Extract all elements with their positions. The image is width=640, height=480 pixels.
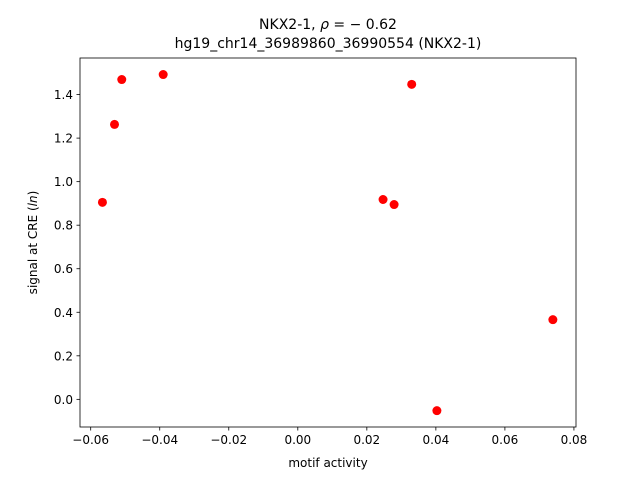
x-axis-label: motif activity: [288, 456, 367, 470]
x-tick-label: −0.06: [72, 433, 109, 447]
scatter-point: [117, 75, 127, 85]
x-tick-label: 0.02: [353, 433, 380, 447]
y-tick-label: 0.2: [54, 349, 73, 363]
scatter-point: [110, 119, 120, 129]
scatter-point: [407, 79, 417, 89]
scatter-point: [158, 70, 168, 80]
x-tick-label: −0.02: [210, 433, 247, 447]
data-points: [97, 70, 558, 416]
plot-frame: [79, 57, 577, 428]
x-tick-label: −0.04: [141, 433, 178, 447]
y-tick-label: 0.4: [54, 306, 73, 320]
x-tick-label: 0.08: [561, 433, 588, 447]
y-tick-label: 0.8: [54, 219, 73, 233]
scatter-point: [378, 195, 388, 205]
y-tick-label: 0.6: [54, 262, 73, 276]
scatter-point: [548, 315, 558, 325]
y-tick-label: 0.0: [54, 393, 73, 407]
y-tick-label: 1.2: [54, 132, 73, 146]
y-axis-label: signal at CRE (ln): [26, 191, 40, 295]
scatter-point: [432, 406, 442, 416]
y-tick-label: 1.0: [54, 175, 73, 189]
chart-title-line2: hg19_chr14_36989860_36990554 (NKX2-1): [175, 36, 482, 52]
axis-ticks: −0.06 −0.04 −0.02 0.00 0.02 0.04 0.06 0.08 0.0 0.…: [54, 88, 587, 447]
x-tick-label: 0.04: [423, 433, 450, 447]
chart-title-line1: NKX2-1, ρ = − 0.62: [259, 17, 397, 33]
y-tick-label: 1.4: [54, 88, 73, 102]
x-tick-label: 0.00: [284, 433, 311, 447]
scatter-point: [389, 200, 399, 210]
scatter-point: [97, 197, 107, 207]
x-tick-label: 0.06: [492, 433, 519, 447]
